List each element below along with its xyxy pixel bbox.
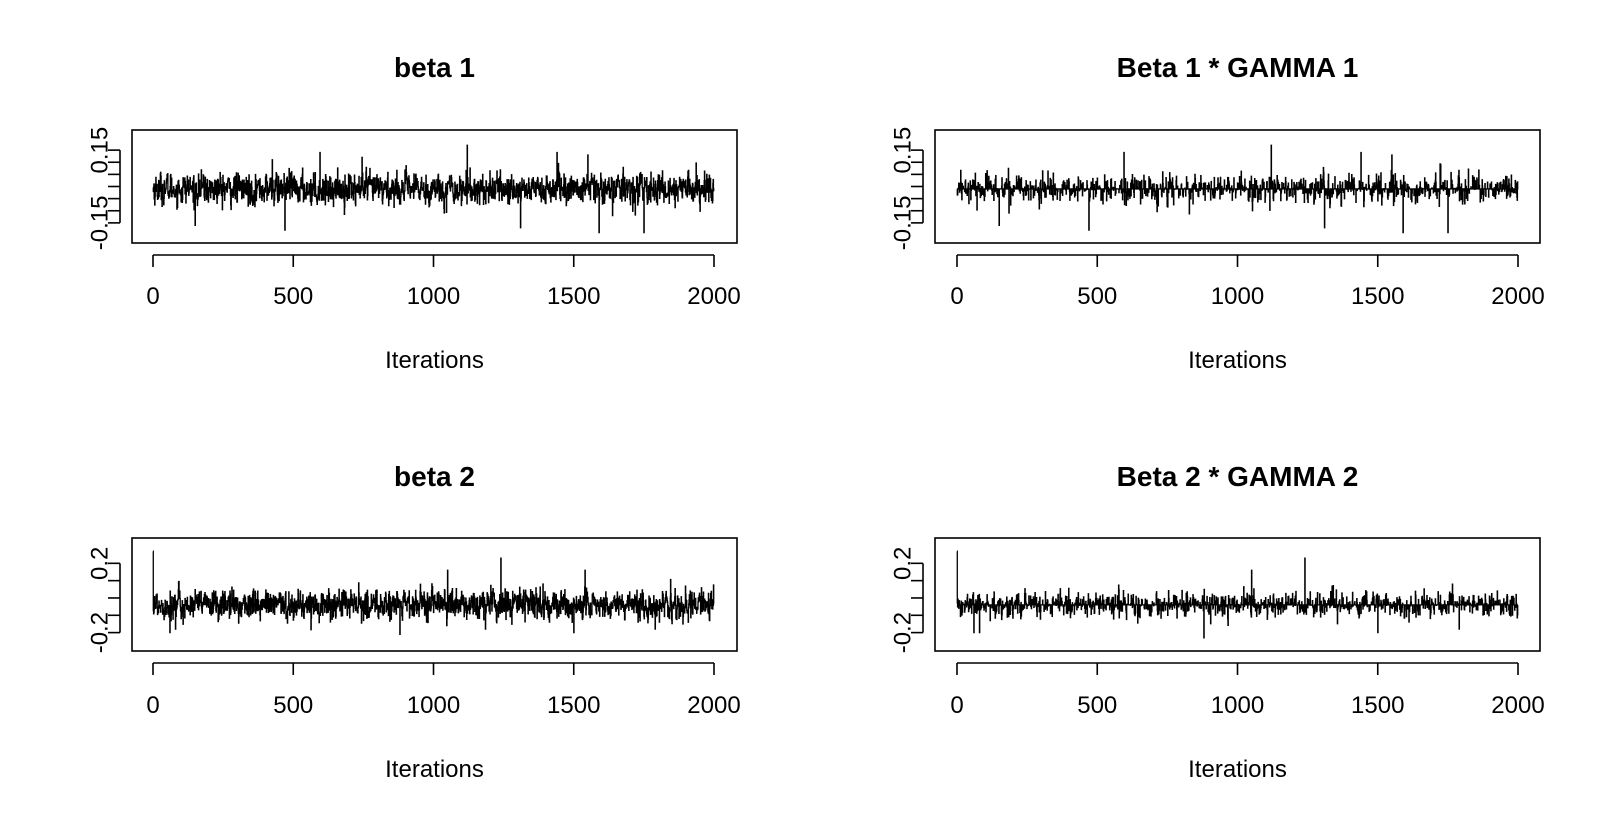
plot-frame xyxy=(934,129,1541,244)
trace-line xyxy=(152,550,715,635)
x-tick-label: 0 xyxy=(146,692,159,719)
trace-line xyxy=(152,144,715,234)
trace-panels: beta 1 0 500 1000 1500 2000 -0.15 0.15 Iteration… xyxy=(87,52,1545,783)
x-tick-label: 1500 xyxy=(547,692,600,719)
panel-1: beta 1 0 500 1000 1500 2000 -0.15 0.15 Iteration… xyxy=(87,52,741,374)
x-tick-label: 0 xyxy=(950,692,963,719)
x-tick-label: 500 xyxy=(1077,283,1117,310)
x-tick-label: 0 xyxy=(146,283,159,310)
x-tick-label: 500 xyxy=(1077,692,1117,719)
x-tick-label: 1000 xyxy=(1211,692,1264,719)
panel-2: Beta 1 * GAMMA 1 0 500 1000 1500 2000 -0.15 0.1… xyxy=(890,52,1545,374)
panel-title: beta 2 xyxy=(394,461,475,492)
panel-3: beta 2 0 500 1000 1500 2000 -0.2 0.2 Iterations xyxy=(87,461,741,783)
x-tick-label: 2000 xyxy=(687,283,740,310)
panel-4: Beta 2 * GAMMA 2 0 500 1000 1500 2000 -0.2 0.2 I… xyxy=(890,461,1545,783)
x-tick-label: 500 xyxy=(273,692,313,719)
panel-title: beta 1 xyxy=(394,52,475,83)
y-tick-label: 0.2 xyxy=(87,547,114,580)
x-tick-label: 1500 xyxy=(547,283,600,310)
y-tick-label: -0.15 xyxy=(890,196,917,251)
y-tick-label: -0.15 xyxy=(87,196,114,251)
x-tick-label: 2000 xyxy=(687,692,740,719)
x-tick-label: 1000 xyxy=(407,283,460,310)
x-tick-label: 1000 xyxy=(407,692,460,719)
trace-line xyxy=(956,144,1519,234)
plot-frame xyxy=(934,537,1541,652)
panel-title: Beta 2 * GAMMA 2 xyxy=(1117,461,1359,492)
x-tick-label: 500 xyxy=(273,283,313,310)
plot-frame xyxy=(131,537,738,652)
y-tick-label: 0.15 xyxy=(87,127,114,174)
x-axis-label: Iterations xyxy=(385,347,484,374)
x-tick-label: 0 xyxy=(950,283,963,310)
y-tick-label: 0.15 xyxy=(890,127,917,174)
x-tick-label: 2000 xyxy=(1491,692,1544,719)
x-tick-label: 1000 xyxy=(1211,283,1264,310)
x-axis-label: Iterations xyxy=(1188,756,1287,783)
plot-frame xyxy=(131,129,738,244)
x-tick-label: 2000 xyxy=(1491,283,1544,310)
y-tick-label: -0.2 xyxy=(890,612,917,653)
x-axis-label: Iterations xyxy=(385,756,484,783)
panel-title: Beta 1 * GAMMA 1 xyxy=(1117,52,1359,83)
trace-line xyxy=(956,550,1519,639)
y-tick-label: 0.2 xyxy=(890,547,917,580)
x-axis-label: Iterations xyxy=(1188,347,1287,374)
x-tick-label: 1500 xyxy=(1351,692,1404,719)
y-tick-label: -0.2 xyxy=(87,612,114,653)
x-tick-label: 1500 xyxy=(1351,283,1404,310)
